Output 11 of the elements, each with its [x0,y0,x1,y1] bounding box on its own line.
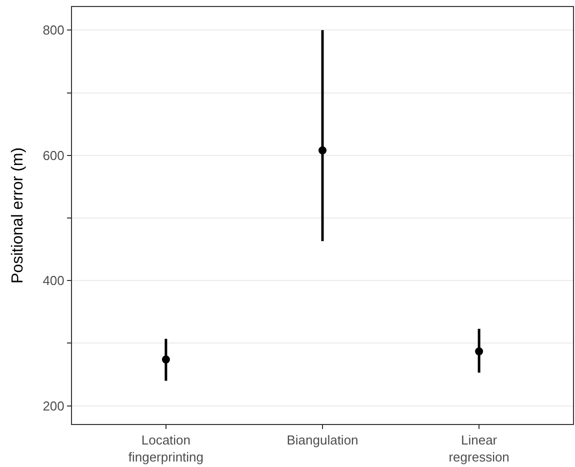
x-tick-label: Location fingerprinting [128,432,204,464]
x-tick-label: Linear regression [448,432,510,464]
y-tick-label: 400 [42,273,64,288]
x-tick-label: Biangulation [286,432,358,448]
point [162,356,170,364]
y-tick-label: 200 [42,398,64,414]
point [475,347,484,356]
y-tick-label: 800 [42,22,64,38]
y-axis-title: Positional error (m) [10,147,27,284]
point [318,146,326,154]
y-tick-label: 600 [42,148,64,163]
